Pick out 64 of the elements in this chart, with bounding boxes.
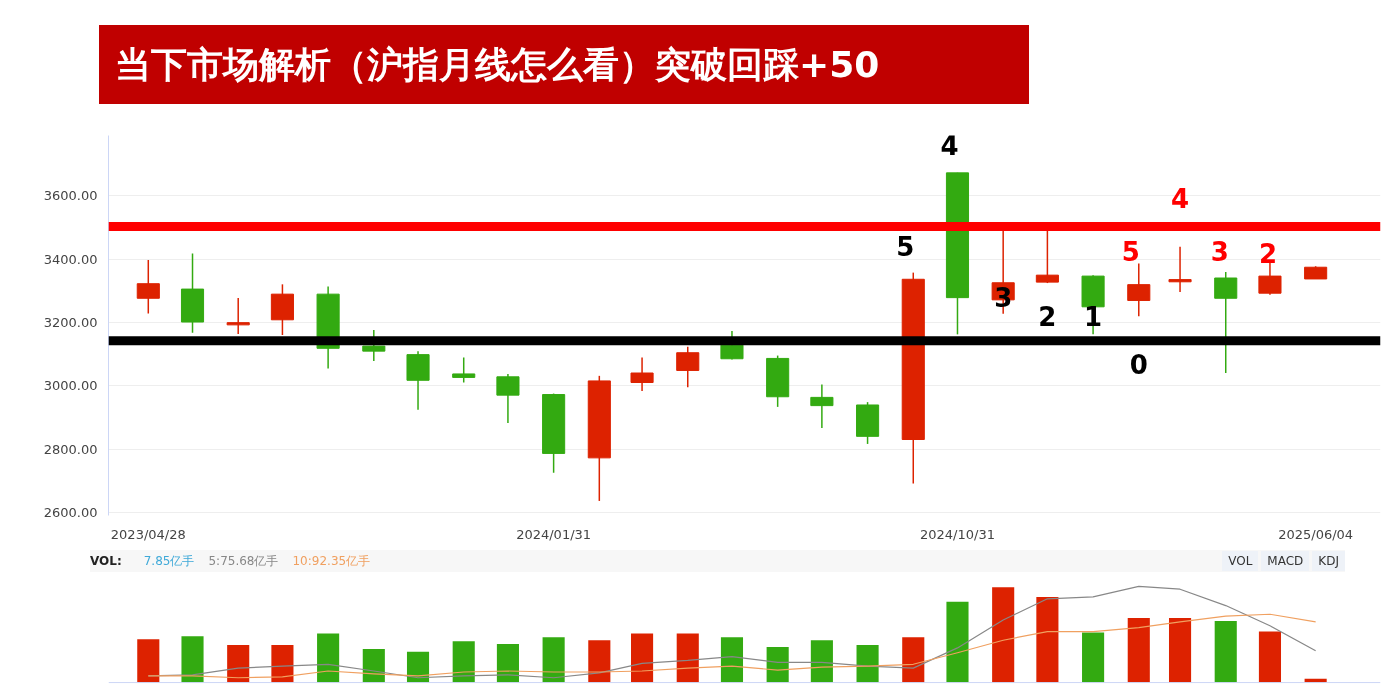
candlestick bbox=[1214, 271, 1238, 374]
y-tick-label: 3200.00 bbox=[43, 314, 98, 330]
candlestick bbox=[1127, 262, 1151, 318]
annotation: 5 bbox=[1121, 236, 1140, 267]
candlestick bbox=[676, 345, 700, 388]
bar bbox=[720, 637, 744, 683]
bar bbox=[317, 633, 340, 683]
bar bbox=[1127, 618, 1150, 683]
annotation: 0 bbox=[1129, 349, 1148, 380]
bar bbox=[137, 639, 160, 683]
bar bbox=[1214, 620, 1237, 683]
y-tick-label: 2600.00 bbox=[43, 504, 98, 520]
annotation: 4 bbox=[1171, 183, 1190, 214]
bar bbox=[631, 633, 654, 683]
candlestick bbox=[1168, 245, 1192, 293]
annotation: 4 bbox=[940, 131, 959, 161]
bar bbox=[810, 640, 833, 683]
x-tick-label: 2025/06/04 bbox=[1278, 526, 1354, 542]
bar bbox=[271, 645, 294, 683]
candlestick bbox=[1035, 228, 1059, 284]
text: VOL: bbox=[90, 554, 122, 568]
y-tick-label: 3600.00 bbox=[43, 188, 98, 204]
bar bbox=[496, 644, 519, 683]
candlestick bbox=[226, 297, 250, 335]
annotation: 2 bbox=[1258, 239, 1277, 270]
y-tick-label: 3000.00 bbox=[43, 378, 98, 394]
bar bbox=[992, 587, 1015, 683]
bar bbox=[406, 651, 430, 683]
text: KDJ bbox=[1312, 551, 1345, 571]
text: MACD bbox=[1261, 551, 1310, 571]
text: 10:92.35亿手 bbox=[292, 554, 371, 568]
y-tick-label: 2800.00 bbox=[43, 441, 98, 457]
candlestick bbox=[630, 356, 654, 392]
bar bbox=[181, 636, 204, 683]
candlestick bbox=[1258, 262, 1282, 296]
x-tick-label: 2024/01/31 bbox=[516, 526, 592, 542]
bar bbox=[902, 637, 925, 683]
bar bbox=[452, 641, 475, 683]
bar bbox=[1168, 618, 1192, 683]
chart-title: 当下市场解析（沪指月线怎么看）突破回踩+50 bbox=[99, 25, 1029, 105]
x-tick-label: 2024/10/31 bbox=[920, 526, 995, 542]
candlestick bbox=[810, 383, 834, 429]
bar bbox=[542, 637, 565, 683]
text: 7.85亿手 bbox=[143, 554, 195, 568]
bar bbox=[856, 645, 879, 683]
annotation: 3 bbox=[1210, 236, 1229, 267]
bar bbox=[588, 640, 611, 683]
candlestick bbox=[496, 373, 520, 424]
bar bbox=[1036, 596, 1059, 683]
bar bbox=[1082, 632, 1105, 683]
bar bbox=[766, 646, 789, 683]
candlestick bbox=[136, 259, 160, 315]
y-tick-label: 3400.00 bbox=[43, 251, 98, 267]
bar bbox=[227, 645, 250, 683]
x-tick-label: 2023/04/28 bbox=[110, 526, 186, 542]
bar bbox=[362, 648, 385, 683]
bar bbox=[1258, 631, 1282, 683]
candlestick bbox=[452, 356, 476, 384]
text: 5:75.68亿手 bbox=[208, 554, 279, 568]
bar bbox=[946, 601, 969, 683]
annotation: 5 bbox=[896, 231, 915, 262]
bar bbox=[676, 633, 699, 683]
annotation: 2 bbox=[1038, 302, 1057, 332]
text: VOL bbox=[1222, 551, 1259, 571]
